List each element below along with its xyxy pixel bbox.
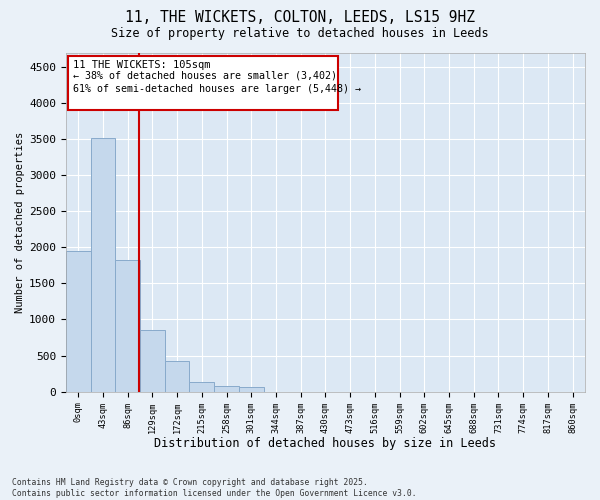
Bar <box>91 138 115 392</box>
Text: 61% of semi-detached houses are larger (5,448) →: 61% of semi-detached houses are larger (… <box>73 84 361 94</box>
Text: 11 THE WICKETS: 105sqm: 11 THE WICKETS: 105sqm <box>73 60 211 70</box>
Text: Size of property relative to detached houses in Leeds: Size of property relative to detached ho… <box>111 28 489 40</box>
X-axis label: Distribution of detached houses by size in Leeds: Distribution of detached houses by size … <box>154 437 496 450</box>
Y-axis label: Number of detached properties: Number of detached properties <box>15 132 25 312</box>
Bar <box>66 251 91 392</box>
Text: 11, THE WICKETS, COLTON, LEEDS, LS15 9HZ: 11, THE WICKETS, COLTON, LEEDS, LS15 9HZ <box>125 10 475 25</box>
Bar <box>190 382 214 392</box>
Bar <box>115 260 140 392</box>
Bar <box>140 330 165 392</box>
Bar <box>214 386 239 392</box>
Bar <box>239 388 263 392</box>
Text: Contains HM Land Registry data © Crown copyright and database right 2025.
Contai: Contains HM Land Registry data © Crown c… <box>12 478 416 498</box>
FancyBboxPatch shape <box>68 56 338 110</box>
Bar <box>165 360 190 392</box>
Text: ← 38% of detached houses are smaller (3,402): ← 38% of detached houses are smaller (3,… <box>73 70 337 81</box>
